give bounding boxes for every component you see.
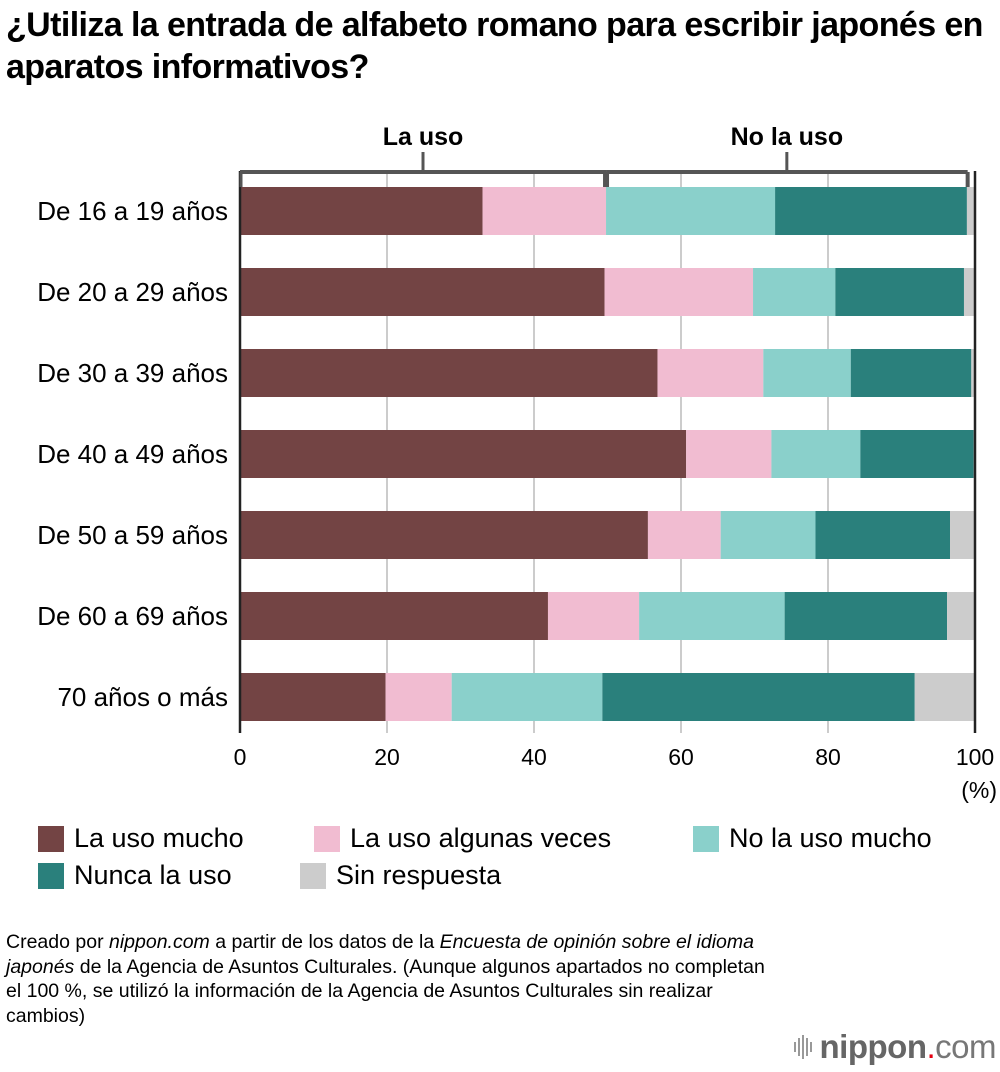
bar-segment: [657, 349, 764, 397]
bar-segment: [240, 349, 658, 397]
legend-label: La uso mucho: [74, 823, 244, 853]
bar-segment: [604, 268, 754, 316]
category-label: De 16 a 19 años: [37, 196, 228, 226]
category-label: De 50 a 59 años: [37, 520, 228, 550]
x-tick-label: 20: [374, 744, 400, 770]
bar-segment: [240, 268, 605, 316]
bracket-divider: [603, 172, 610, 187]
bar-segment: [720, 511, 816, 559]
bar-segment: [753, 268, 836, 316]
x-tick-label: 80: [815, 744, 841, 770]
bar-segment: [686, 430, 772, 478]
bar-segment: [947, 592, 975, 640]
legend-label: La uso algunas veces: [350, 823, 612, 853]
bar-segment: [240, 673, 386, 721]
bar-segment: [914, 673, 975, 721]
nippon-logo: nippon. com: [793, 1028, 996, 1066]
soundwave-bars-icon: [793, 1035, 812, 1059]
bar-segment: [860, 430, 974, 478]
bar-segment: [966, 187, 975, 235]
bar-segment: [606, 187, 776, 235]
category-label: 70 años o más: [57, 682, 228, 712]
bar-segment: [385, 673, 452, 721]
bar-segment: [950, 511, 975, 559]
bracket-label: La uso: [383, 123, 464, 151]
legend-swatch: [693, 825, 719, 852]
legend-label: No la uso mucho: [729, 823, 932, 853]
unit-label: (%): [961, 777, 997, 803]
bar-segment: [815, 511, 951, 559]
bar-segment: [451, 673, 603, 721]
legend-item: La uso algunas veces: [314, 823, 611, 854]
legend-label: Sin respuesta: [336, 860, 502, 890]
legend-swatch: [300, 862, 326, 889]
bar-segment: [763, 349, 851, 397]
bracket-label: No la uso: [731, 123, 844, 151]
source-note: Creado por nippon.com a partir de los da…: [6, 930, 766, 1028]
bar-segment: [963, 268, 975, 316]
legend-item: La uso mucho: [38, 823, 244, 854]
bar-segment: [240, 592, 548, 640]
category-label: De 30 a 39 años: [37, 358, 228, 388]
bar-segment: [639, 592, 785, 640]
note-text-2: a partir de los datos de la: [209, 931, 440, 953]
x-tick-label: 40: [521, 744, 547, 770]
bar-segment: [240, 511, 648, 559]
note-text-1: Creado por: [6, 931, 109, 953]
note-italic-site: nippon.com: [108, 931, 210, 953]
legend-swatch: [38, 862, 64, 889]
bar-segment: [647, 511, 721, 559]
stacked-bar-chart: De 16 a 19 años De 20 a 29 años De 30 a 39…: [37, 123, 997, 803]
note-text-3: de la Agencia de Asuntos Culturales. (Au…: [6, 955, 765, 1027]
bar-segment: [850, 349, 972, 397]
bar-segment: [784, 592, 948, 640]
bar-segment: [835, 268, 964, 316]
x-tick-label: 100: [956, 744, 994, 770]
legend-item: No la uso mucho: [693, 823, 932, 854]
legend-swatch: [314, 825, 340, 852]
bar-segment: [771, 430, 861, 478]
bar-segment: [240, 430, 687, 478]
category-label: De 60 a 69 años: [37, 601, 228, 631]
note-italic-survey: Encuesta de opinión sobre el idioma japo…: [6, 931, 754, 978]
brand-dot: .: [926, 1028, 936, 1065]
bar-segment: [482, 187, 607, 235]
x-tick-label: 0: [234, 744, 247, 770]
brand-name: nippon: [819, 1028, 927, 1065]
category-label: De 20 a 29 años: [37, 277, 228, 307]
bar-segment: [775, 187, 967, 235]
bar-segment: [240, 187, 483, 235]
category-label: De 40 a 49 años: [37, 439, 228, 469]
legend-label: Nunca la uso: [74, 860, 232, 890]
bar-segment: [971, 349, 975, 397]
legend-swatch: [38, 825, 64, 852]
chart-title: ¿Utiliza la entrada de alfabeto romano p…: [6, 6, 983, 86]
x-tick-label: 60: [668, 744, 694, 770]
bar-segment: [602, 673, 915, 721]
brand-tld: com: [935, 1028, 996, 1065]
legend-item: Sin respuesta: [300, 860, 501, 891]
legend-item: Nunca la uso: [38, 860, 232, 891]
bar-segment: [547, 592, 640, 640]
